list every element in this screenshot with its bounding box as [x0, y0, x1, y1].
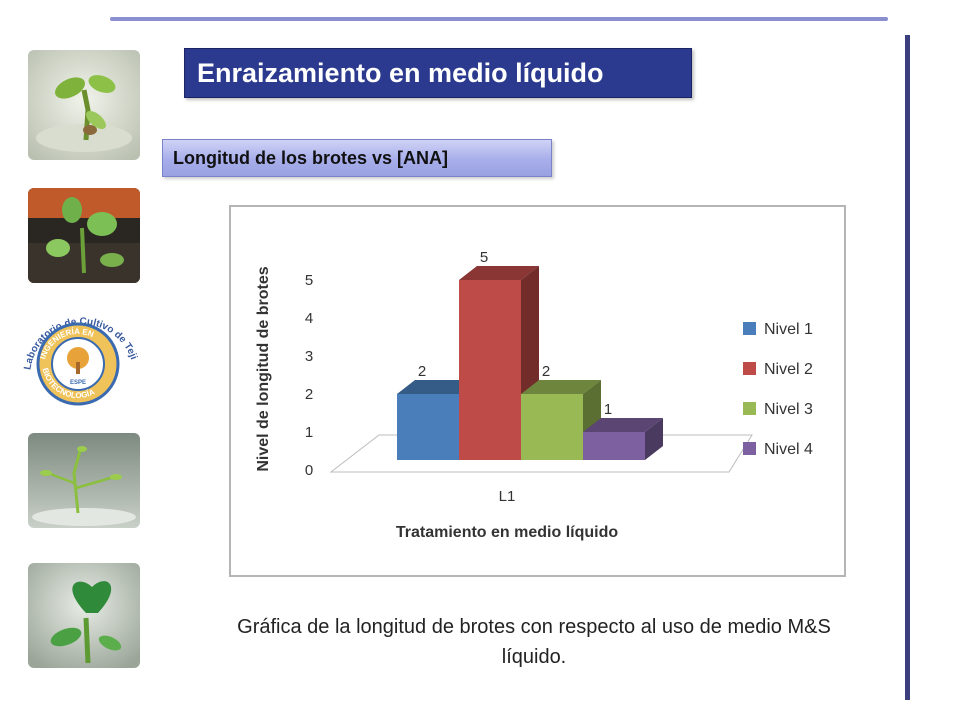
- biotechnology-lab-logo: Laboratorio de Cultivo de Tejidos INGENI…: [11, 284, 144, 416]
- y-tick-label: 3: [305, 348, 313, 365]
- legend-swatch: [743, 402, 756, 415]
- bar-side: [645, 418, 663, 460]
- data-label: 5: [480, 249, 488, 266]
- legend-label: Nivel 2: [764, 361, 813, 378]
- plantlet-photo-2: [28, 188, 140, 283]
- y-tick-label: 1: [305, 424, 313, 441]
- y-tick-label: 5: [305, 272, 313, 289]
- top-rule: [110, 17, 888, 21]
- plantlet-photo-3: [28, 433, 140, 528]
- right-rule: [905, 35, 910, 700]
- slide-title: Enraizamiento en medio líquido: [184, 48, 692, 98]
- bar: [397, 394, 459, 460]
- chart-caption: Gráfica de la longitud de brotes con res…: [237, 616, 831, 668]
- bar-top: [583, 418, 663, 432]
- slide-subtitle: Longitud de los brotes vs [ANA]: [162, 139, 552, 177]
- legend-swatch: [743, 322, 756, 335]
- y-axis-title: Nivel de longitud de brotes: [255, 266, 272, 471]
- legend-label: Nivel 4: [764, 441, 813, 458]
- y-tick-label: 0: [305, 462, 313, 479]
- plantlet-photo-1: [28, 50, 140, 160]
- x-tick-label: L1: [499, 488, 516, 505]
- bar-top: [397, 380, 477, 394]
- y-tick-label: 2: [305, 386, 313, 403]
- bar: [583, 432, 645, 460]
- data-label: 2: [542, 363, 550, 380]
- bar: [459, 280, 521, 460]
- data-label: 1: [604, 401, 612, 418]
- bar: [521, 394, 583, 460]
- chart-frame: 0 1 2 3 4 5 2 5 2 1 L1 Tratamiento en medio líquido…: [229, 205, 846, 577]
- legend-swatch: [743, 362, 756, 375]
- legend-swatch: [743, 442, 756, 455]
- data-label: 2: [418, 363, 426, 380]
- bar-top: [521, 380, 601, 394]
- logo-center-text: ESPE: [70, 380, 86, 386]
- legend-label: Nivel 3: [764, 401, 813, 418]
- bar-top: [459, 266, 539, 280]
- legend-label: Nivel 1: [764, 321, 813, 338]
- bar-chart: 0 1 2 3 4 5 2 5 2 1 L1 Tratamiento en medio líquido…: [255, 249, 813, 541]
- plantlet-photo-4: [28, 563, 140, 668]
- x-axis-title: Tratamiento en medio líquido: [396, 524, 618, 541]
- y-tick-label: 4: [305, 310, 313, 327]
